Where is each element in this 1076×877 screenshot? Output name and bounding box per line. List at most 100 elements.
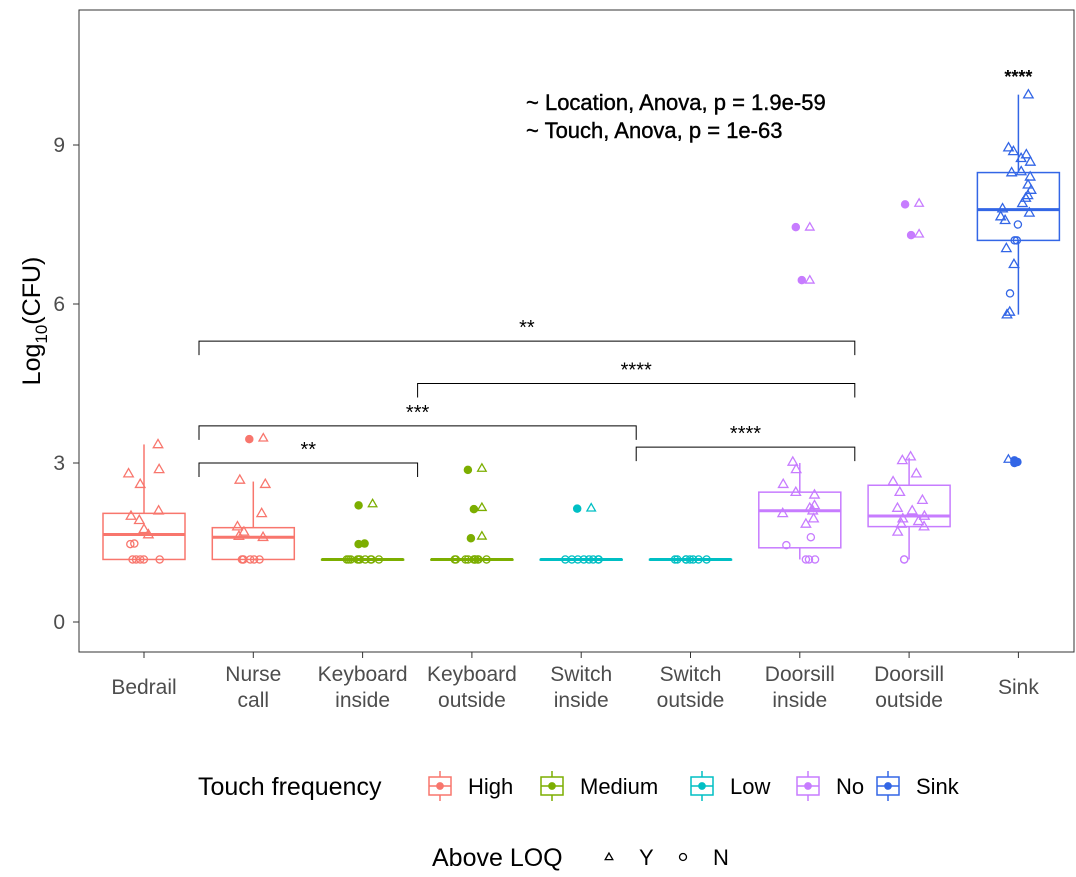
- legend-key-dot: [884, 782, 892, 790]
- data-point: [1002, 141, 1015, 152]
- data-point: [1025, 183, 1037, 194]
- y-tick-label: 0: [53, 611, 65, 634]
- data-point: [126, 539, 135, 549]
- shape-legend: Above LOQ Y N: [432, 844, 729, 872]
- data-point: [567, 555, 577, 564]
- legend-item-medium: Medium: [540, 771, 658, 801]
- x-tick-label: outside: [438, 689, 506, 712]
- x-tick-label: inside: [772, 689, 827, 712]
- anova-annotation: ~ Location, Anova, p = 1.9e-59: [526, 90, 826, 115]
- data-point: [231, 520, 244, 531]
- data-point: [685, 555, 695, 564]
- data-point: [128, 555, 137, 564]
- shape-legend-label: Y: [639, 845, 654, 870]
- outlier-point: [900, 200, 910, 209]
- data-point: [1015, 165, 1028, 176]
- data-point: [806, 532, 816, 542]
- annotations: *******************~ Location, Anova, p …: [198, 67, 1032, 477]
- bracket-line: [417, 383, 856, 398]
- data-point: [1022, 178, 1034, 189]
- legend-key-dot: [548, 782, 556, 790]
- data-point: [681, 555, 691, 564]
- data-point: [910, 467, 923, 478]
- data-point: [125, 509, 137, 520]
- outlier-point: [476, 462, 488, 472]
- y-tick-label: 9: [53, 134, 65, 157]
- axes: 0 3 6 9 Log10(CFU) Bedrail Nurse call Keyboard in…: [18, 9, 1075, 712]
- outlier-point: [476, 530, 488, 540]
- shape-legend-item-y: Y: [604, 845, 654, 870]
- outlier-point: [354, 539, 363, 549]
- box-2: [320, 498, 405, 564]
- data-point: [1000, 242, 1013, 253]
- outlier-point: [1010, 458, 1019, 468]
- data-point: [482, 555, 491, 564]
- data-point: [673, 555, 682, 564]
- data-point: [790, 463, 803, 474]
- data-point: [670, 555, 680, 564]
- x-tick-label: outside: [875, 689, 943, 712]
- y-tick-label: 3: [53, 452, 65, 475]
- box-4: [539, 502, 623, 564]
- box-1: [211, 432, 296, 564]
- data-point: [1016, 196, 1029, 208]
- data-point: [1005, 166, 1018, 177]
- data-point: [1010, 236, 1019, 245]
- box-8: [976, 88, 1061, 468]
- data-point: [702, 555, 711, 564]
- outlier-point: [913, 197, 925, 207]
- data-point: [912, 514, 925, 526]
- data-point: [804, 555, 814, 564]
- legend-key-dot: [698, 782, 706, 790]
- data-point: [999, 213, 1012, 225]
- x-tick-label: Doorsill: [874, 663, 944, 686]
- data-point: [996, 202, 1009, 213]
- y-tick-label: 6: [53, 293, 65, 316]
- data-point: [588, 555, 598, 564]
- data-point: [1008, 257, 1020, 269]
- data-point: [255, 507, 268, 518]
- data-point: [1024, 170, 1037, 181]
- data-point: [134, 477, 147, 489]
- data-point: [1007, 145, 1020, 156]
- x-tick-label: Switch: [550, 663, 612, 686]
- data-point: [800, 517, 812, 528]
- data-point: [573, 555, 583, 564]
- x-tick-label: Doorsill: [765, 663, 835, 686]
- shape-legend-title: Above LOQ: [432, 844, 563, 872]
- x-tick-label: Keyboard: [318, 663, 408, 686]
- y-axis-title-subscript: 10: [32, 325, 51, 344]
- box-iqr: [867, 484, 951, 528]
- significance-bracket-3: ****: [635, 423, 856, 462]
- data-point: [1023, 206, 1036, 217]
- data-point: [142, 528, 155, 539]
- box-0: [102, 438, 186, 564]
- data-point: [474, 555, 483, 564]
- data-point: [1020, 148, 1033, 159]
- outlier-point: [367, 498, 378, 508]
- data-point: [259, 477, 272, 489]
- outlier-point: [1003, 453, 1014, 463]
- legend-item-sink: Sink: [876, 771, 960, 801]
- outlier-point: [469, 504, 479, 514]
- data-point: [895, 517, 908, 528]
- outlier-point: [913, 228, 925, 238]
- data-point: [131, 555, 141, 564]
- data-point: [344, 555, 353, 564]
- bracket-line: [635, 446, 856, 462]
- outlier-point: [466, 534, 476, 543]
- legend: Touch frequency High Medium Low No Sink Above …: [198, 771, 960, 872]
- color-legend-title: Touch frequency: [198, 773, 382, 801]
- outlier-point: [804, 221, 816, 231]
- data-point: [786, 455, 799, 466]
- triangle-icon: [604, 851, 614, 861]
- outlier-point: [804, 274, 816, 284]
- x-tick-label: Switch: [660, 663, 722, 686]
- x-tick-label: outside: [657, 689, 725, 712]
- legend-item-high: High: [428, 771, 513, 801]
- data-point: [808, 488, 821, 499]
- box-iqr: [211, 526, 296, 561]
- y-axis-title-prefix: Log: [18, 344, 46, 386]
- data-point: [887, 475, 899, 486]
